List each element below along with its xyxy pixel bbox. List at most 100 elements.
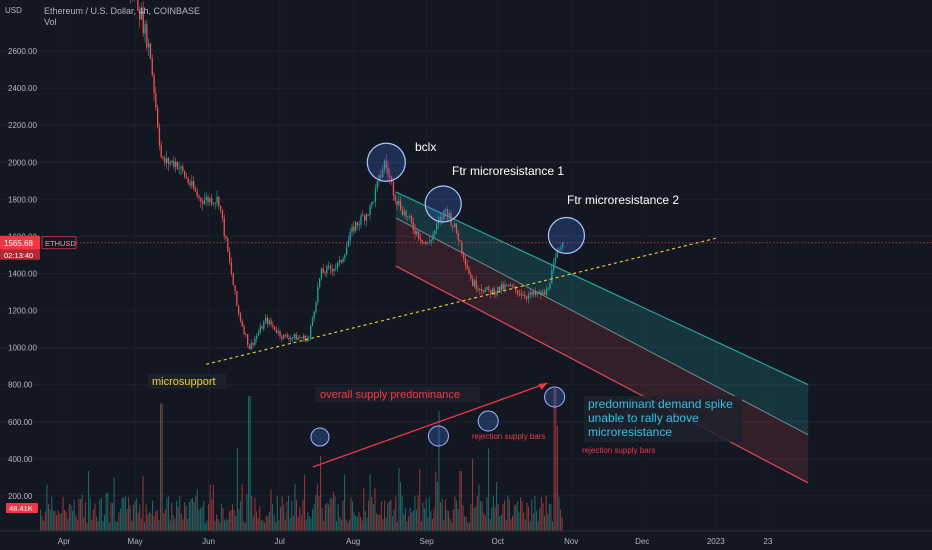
y-tick-label: 2000.00 <box>8 158 37 167</box>
volume-bar <box>212 485 214 531</box>
volume-bar <box>113 477 115 531</box>
candle-body <box>540 291 542 296</box>
candle-body <box>266 317 269 325</box>
volume-bar <box>371 496 373 531</box>
volume-bar <box>489 518 491 531</box>
candle-body <box>405 211 407 218</box>
candle-body <box>463 252 465 259</box>
volume-bar <box>324 504 326 531</box>
volume-bar <box>448 511 450 531</box>
candle-body <box>142 11 144 34</box>
supply-arrow-line[interactable] <box>312 382 548 468</box>
volume-bar <box>128 497 130 531</box>
x-tick-label: Dec <box>635 537 649 546</box>
volume-bar <box>158 520 160 531</box>
volume-bar <box>68 503 70 531</box>
candle-body <box>176 161 179 170</box>
symbol-title[interactable]: Ethereum / U.S. Dollar, 4h, COINBASE <box>44 6 201 16</box>
volume-bar <box>312 509 314 531</box>
volume-bar <box>123 497 125 531</box>
channel-bottom-line[interactable] <box>395 265 809 484</box>
volume-bar <box>304 474 306 531</box>
volume-bar <box>225 518 227 531</box>
volume-bar <box>462 505 464 531</box>
candle-body <box>437 220 440 224</box>
channel-upper-band[interactable] <box>395 191 809 435</box>
volume-bar <box>192 498 194 531</box>
volume-bar <box>185 505 187 531</box>
candle-body <box>558 248 560 251</box>
volume-bar <box>168 496 170 531</box>
volume-bar <box>529 521 531 531</box>
volume-bar <box>332 491 334 531</box>
candle-body <box>553 262 555 270</box>
volume-bar <box>400 482 402 531</box>
candle-body <box>317 286 319 303</box>
volume-bar <box>323 521 325 531</box>
volume-bar <box>302 499 304 531</box>
volume-bar <box>140 518 142 531</box>
candle-body <box>396 201 398 205</box>
candle-body <box>337 262 339 268</box>
volume-bar <box>350 497 352 531</box>
time-axis[interactable]: Apr May Jun Jul Aug Sep Oct Nov Dec 2023 23 <box>0 530 932 546</box>
volume-circle[interactable] <box>427 425 449 447</box>
volume-bar <box>465 516 467 531</box>
overlays[interactable] <box>38 142 932 468</box>
volume-bar <box>43 520 45 531</box>
volume-bar <box>177 506 179 531</box>
volume-bar <box>254 497 256 531</box>
candle-body <box>236 291 238 306</box>
candle-body <box>180 166 182 169</box>
volume-bar <box>110 502 112 531</box>
bclx-circle[interactable] <box>366 142 406 182</box>
microresistance-1-circle[interactable] <box>424 185 462 223</box>
volume-bar <box>281 496 283 531</box>
volume-bar <box>388 501 390 531</box>
candle-body <box>261 326 263 329</box>
volume-bar <box>83 516 85 531</box>
volume-bar <box>156 510 158 531</box>
channel-top-line[interactable] <box>395 191 809 386</box>
candle-body <box>166 158 168 164</box>
y-tick-label: 1400.00 <box>8 269 37 278</box>
candle-body <box>256 335 258 339</box>
volume-bar <box>228 511 230 531</box>
label-microsupport-bg <box>148 374 226 389</box>
candle-body <box>538 291 540 294</box>
candle-body <box>263 322 265 329</box>
volume-circle[interactable] <box>544 386 566 408</box>
volume-indicator-label[interactable]: Vol <box>44 17 57 27</box>
supply-arrow-head[interactable] <box>538 383 548 390</box>
volume-bar <box>160 403 162 531</box>
candle-body <box>241 320 243 327</box>
candle-body <box>202 201 204 204</box>
candle-body <box>470 274 472 279</box>
volume-bar <box>107 492 109 531</box>
candle-body <box>198 196 200 198</box>
volume-bar <box>449 519 451 531</box>
volume-bar <box>320 456 322 531</box>
candle-body <box>279 330 281 337</box>
candle-body <box>389 175 391 178</box>
volume-bar <box>129 505 131 531</box>
candle-body <box>439 217 441 221</box>
x-tick-label: 2023 <box>707 537 725 546</box>
volume-bar <box>454 496 456 531</box>
candle-body <box>223 217 225 236</box>
volume-bar <box>528 506 530 531</box>
candle-body <box>464 258 467 265</box>
candle-body <box>349 231 351 241</box>
volume-bar <box>457 508 459 531</box>
candle-body <box>500 284 503 291</box>
volume-circle[interactable] <box>477 410 499 432</box>
label-rejection-supply-2: rejection supply bars <box>582 446 655 455</box>
volume-circle[interactable] <box>310 427 330 447</box>
candle-body <box>229 251 231 262</box>
microresistance-2-circle[interactable] <box>547 216 586 255</box>
candle-body <box>182 166 184 172</box>
volume-bar <box>392 515 394 531</box>
volume-bar <box>337 504 339 531</box>
